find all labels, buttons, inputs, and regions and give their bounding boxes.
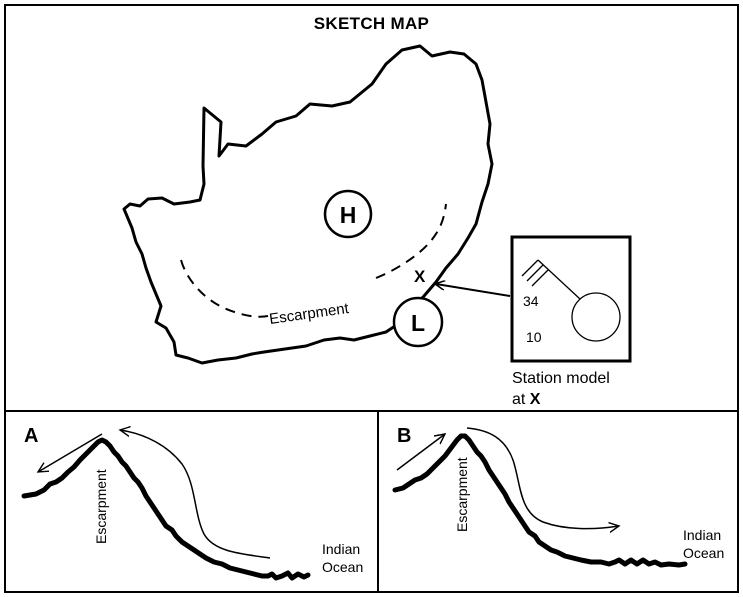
high-pressure-label: H xyxy=(340,202,357,228)
diagram-b-escarpment-label: Escarpment xyxy=(454,457,470,532)
diagram-a-terrain xyxy=(21,437,311,581)
wind-barb-feather-1 xyxy=(521,259,539,277)
station-dew-point: 10 xyxy=(526,329,542,345)
station-circle xyxy=(571,292,621,342)
high-pressure-circle xyxy=(323,189,373,239)
diagram-b-ocean-line1: Indian xyxy=(683,527,721,543)
wind-barb-feather-2 xyxy=(526,264,544,282)
station-temperature: 34 xyxy=(523,293,539,309)
escarpment-dashed-line xyxy=(180,203,447,318)
diagram-a-curved-arrow xyxy=(120,430,271,559)
station-caption-line1: Station model xyxy=(512,370,610,387)
diagram-a-ocean-line1: Indian xyxy=(322,541,360,557)
diagram-b-panel: B Escarpment Indian Ocean xyxy=(377,410,739,593)
diagram-a-svg: A Escarpment Indian Ocean xyxy=(21,425,363,581)
diagram-b-letter: B xyxy=(397,425,411,447)
diagram-b-curved-arrow xyxy=(466,427,619,529)
station-model-box xyxy=(510,235,632,363)
diagram-a-panel: A Escarpment Indian Ocean xyxy=(4,410,379,593)
diagram-b-upslope-arrow xyxy=(396,434,445,471)
sketch-map-panel: SKETCH MAP Escarpment H L X 34 10 xyxy=(4,4,739,412)
wind-barb-staff xyxy=(537,259,581,300)
wind-barb-feather-3 xyxy=(531,269,549,287)
low-pressure-label: L xyxy=(411,310,425,336)
diagram-a-escarpment-label: Escarpment xyxy=(93,469,109,544)
point-x-label: X xyxy=(414,267,426,286)
map-title: SKETCH MAP xyxy=(313,14,430,33)
station-pointer-arrow xyxy=(436,284,511,297)
map-escarpment-label: Escarpment xyxy=(268,300,350,328)
diagram-a-letter: A xyxy=(24,425,38,447)
sketch-map-svg: Escarpment H L X 34 10 Station model at … xyxy=(122,44,632,408)
diagram-a-upslope-arrow xyxy=(38,433,103,472)
diagram-b-ocean-line2: Ocean xyxy=(683,545,724,561)
low-pressure-circle xyxy=(392,296,444,348)
south-africa-outline xyxy=(122,44,494,365)
diagram-a-ocean-line2: Ocean xyxy=(322,559,363,575)
station-caption-x: X xyxy=(530,391,541,408)
station-caption-line2: at X xyxy=(512,391,541,408)
station-caption-prefix: at xyxy=(512,391,530,408)
diagram-b-terrain xyxy=(392,433,688,568)
diagram-b-svg: B Escarpment Indian Ocean xyxy=(392,425,724,568)
